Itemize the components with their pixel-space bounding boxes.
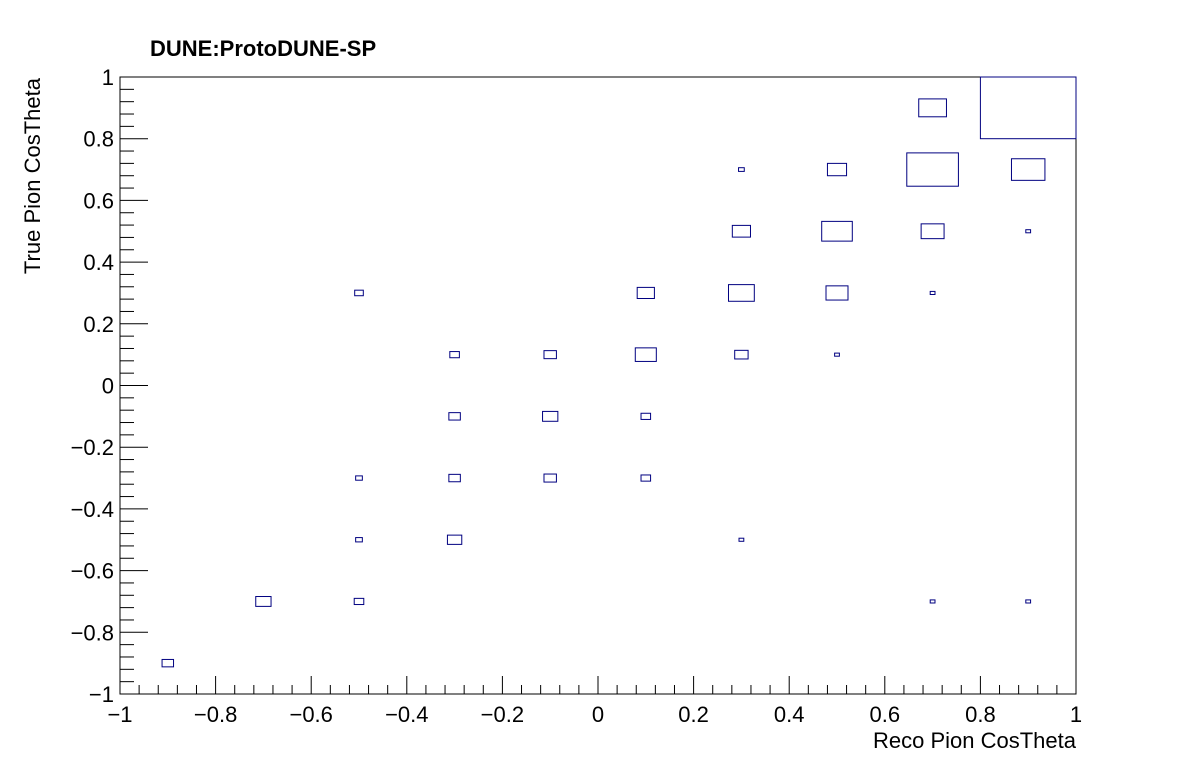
histogram-bin-box — [731, 224, 751, 238]
histogram-bin-box — [821, 220, 853, 242]
x-tick-label: 0.8 — [965, 702, 996, 727]
histogram-bin-box — [543, 350, 557, 360]
y-tick-label: −1 — [89, 682, 114, 707]
histogram-bin-box — [929, 290, 936, 295]
histogram-bin-box — [449, 351, 460, 359]
y-tick-label: 1 — [102, 65, 114, 90]
plot-frame — [119, 76, 1077, 695]
histogram-bin-box — [734, 349, 749, 360]
y-tick-label: 0.2 — [83, 312, 114, 337]
histogram-bin-box — [738, 167, 745, 172]
histogram-bin-box — [640, 412, 652, 420]
x-tick-label: 0.4 — [774, 702, 805, 727]
histogram-bin-box — [543, 473, 557, 483]
histogram-bin-box — [1025, 599, 1032, 604]
histogram-bin-box — [834, 352, 840, 357]
x-axis-title: Reco Pion CosTheta — [873, 728, 1077, 753]
histogram-bin-box — [636, 286, 655, 300]
histogram-bin-box — [255, 596, 272, 607]
histogram-bin-box — [1025, 229, 1032, 234]
histogram-bin-box — [161, 658, 175, 668]
histogram-bin-box — [979, 76, 1077, 140]
histogram-bin-box — [826, 162, 848, 177]
y-tick-label: −0.4 — [71, 497, 114, 522]
histogram-bin-box — [918, 98, 947, 118]
y-axis-title: True Pion CosTheta — [20, 77, 45, 274]
x-tick-label: −0.8 — [194, 702, 237, 727]
histogram-bin-box — [355, 475, 363, 481]
histogram-bin-box — [640, 474, 652, 482]
x-tick-label: 0 — [592, 702, 604, 727]
histogram-bin-box — [1010, 158, 1046, 181]
x-tick-label: 0.2 — [678, 702, 709, 727]
histogram-bin-box — [920, 223, 945, 240]
histogram-bin-box — [727, 284, 755, 302]
histogram-bin-box — [353, 597, 365, 606]
y-tick-label: −0.2 — [71, 435, 114, 460]
chart-title: DUNE:ProtoDUNE-SP — [150, 36, 376, 61]
x-tick-label: −0.2 — [481, 702, 524, 727]
y-tick-label: −0.6 — [71, 559, 114, 584]
y-tick-label: 0 — [102, 374, 114, 399]
x-tick-label: 1 — [1070, 702, 1082, 727]
y-tick-label: 0.8 — [83, 127, 114, 152]
y-tick-label: 0.4 — [83, 250, 114, 275]
y-tick-label: −0.8 — [71, 620, 114, 645]
y-tick-label: 0.6 — [83, 188, 114, 213]
histogram-bin-box — [542, 410, 559, 422]
x-tick-label: −0.4 — [385, 702, 428, 727]
plot-area: −1 −0.8 −0.6 −0.4 −0.2 0 0.2 0.4 0.6 0.8 1 −1 −0.8 −0… — [71, 65, 1083, 727]
histogram-bin-box — [355, 537, 363, 543]
histogram-bin-box — [825, 285, 849, 301]
histogram-bin-box — [738, 537, 745, 542]
histogram-bin-box — [446, 534, 463, 545]
x-tick-label: −1 — [107, 702, 132, 727]
histogram-bin-box — [448, 412, 461, 421]
x-tick-label: −0.6 — [289, 702, 332, 727]
histogram-bin-box — [929, 599, 936, 604]
histogram-bin-box — [906, 152, 959, 187]
histogram-bin-box — [634, 347, 657, 362]
histogram-bin-box — [354, 289, 364, 297]
histogram-bin-box — [448, 473, 461, 483]
x-tick-label: 0.6 — [870, 702, 901, 727]
